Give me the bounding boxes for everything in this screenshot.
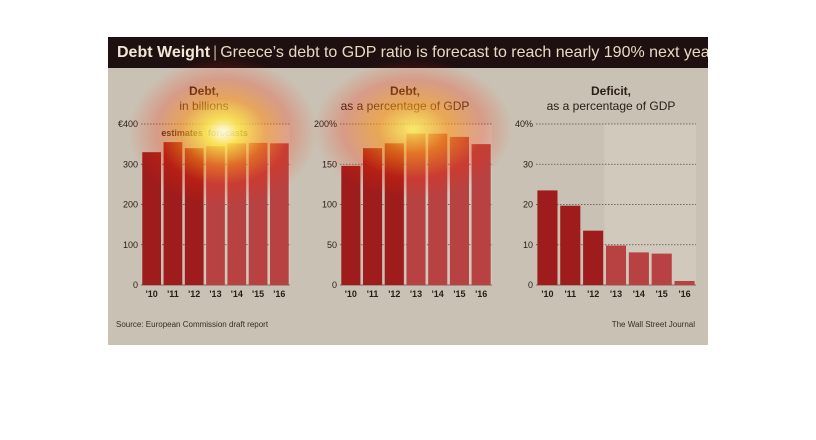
headline-kicker: Debt Weight: [117, 44, 211, 61]
x-tick-label: '10: [146, 289, 158, 299]
bar-15: [248, 142, 268, 285]
credit-note: The Wall Street Journal: [611, 320, 695, 329]
chart-title: Debt,: [189, 84, 219, 98]
y-tick-label: 30: [523, 159, 533, 169]
x-tick-label: '14: [231, 289, 243, 299]
y-tick-label: 20: [523, 200, 533, 210]
source-note: Source: European Commission draft report: [116, 320, 269, 329]
bar-16: [674, 280, 695, 285]
bar-14: [428, 133, 448, 285]
chart-title: Deficit,: [591, 84, 631, 98]
chart-subtitle: in billions: [179, 99, 228, 113]
x-tick-label: '13: [209, 289, 221, 299]
bar-13: [605, 245, 627, 285]
bar-12: [583, 230, 604, 285]
x-tick-label: '12: [388, 289, 400, 299]
bar-15: [651, 253, 672, 285]
y-tick-label: 0: [133, 280, 138, 290]
bar-13: [206, 146, 225, 285]
x-tick-label: '16: [475, 289, 487, 299]
x-tick-label: '10: [345, 289, 357, 299]
y-tick-label: €400: [118, 119, 138, 129]
bar-14: [227, 143, 247, 285]
bar-10: [142, 152, 162, 285]
x-tick-label: '15: [453, 289, 465, 299]
infographic-card: Debt Weight | Greece’s debt to GDP ratio i…: [108, 37, 708, 345]
headline-separator: |: [213, 44, 218, 61]
bar-11: [560, 205, 581, 285]
bar-14: [628, 252, 649, 285]
bar-16: [471, 144, 491, 285]
y-tick-label: 200%: [314, 119, 337, 129]
bar-12: [384, 143, 404, 285]
annotation-estimates: estimates: [161, 128, 203, 138]
x-tick-label: '14: [432, 289, 444, 299]
x-tick-label: '10: [541, 289, 553, 299]
chart-panel-3: Deficit,as a percentage of GDP 40% 30 20 10 0…: [515, 84, 696, 299]
bar-13: [406, 133, 426, 285]
chart-subtitle: as a percentage of GDP: [341, 99, 470, 113]
chart-panel-2: Debt,as a percentage of GDP 200% 150 100 50 0…: [314, 84, 492, 299]
x-tick-label: '15: [656, 289, 668, 299]
x-tick-label: '12: [587, 289, 599, 299]
y-tick-label: 0: [332, 280, 337, 290]
x-tick-label: '13: [410, 289, 422, 299]
bar-11: [163, 142, 183, 285]
chart-subtitle: as a percentage of GDP: [547, 99, 676, 113]
x-tick-label: '15: [252, 289, 264, 299]
y-tick-label: 10: [523, 240, 533, 250]
x-tick-label: '11: [167, 289, 179, 299]
bar-15: [449, 136, 469, 285]
headline: Debt Weight | Greece’s debt to GDP ratio i…: [117, 43, 708, 62]
x-tick-label: '13: [610, 289, 622, 299]
chart-panel-1: Debt,in billions €400 300 200 100 0 '10 '11 '12 '…: [118, 84, 290, 299]
annotation-forecasts: forecasts: [208, 128, 248, 138]
y-tick-label: 40%: [515, 119, 533, 129]
bar-10: [537, 190, 558, 285]
headline-text: Greece’s debt to GDP ratio is forecast t…: [220, 44, 708, 61]
x-tick-label: '14: [633, 289, 645, 299]
y-tick-label: 0: [528, 280, 533, 290]
bar-11: [363, 148, 383, 285]
y-tick-label: 100: [123, 240, 138, 250]
x-tick-label: '16: [273, 289, 285, 299]
y-tick-label: 200: [123, 200, 138, 210]
y-tick-label: 100: [322, 200, 337, 210]
bar-10: [341, 165, 361, 285]
x-tick-label: '11: [367, 289, 379, 299]
chart-title: Debt,: [390, 84, 420, 98]
y-tick-label: 150: [322, 159, 337, 169]
x-tick-label: '11: [564, 289, 576, 299]
y-tick-label: 50: [327, 240, 337, 250]
bar-12: [184, 148, 204, 285]
x-tick-label: '16: [678, 289, 690, 299]
y-tick-label: 300: [123, 159, 138, 169]
bar-16: [269, 143, 289, 285]
x-tick-label: '12: [188, 289, 200, 299]
